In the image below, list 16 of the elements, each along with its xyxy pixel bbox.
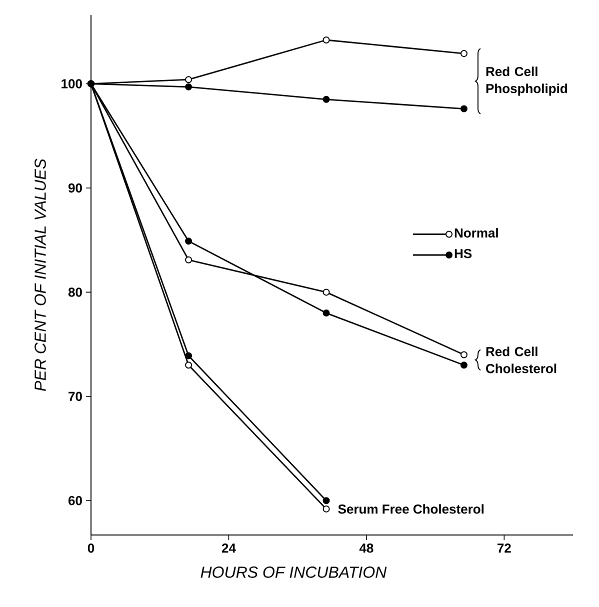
y-tick-label: 60 <box>68 496 82 506</box>
annotation: Red Cell Cholesterol <box>486 346 556 374</box>
annotation: Serum Free Cholesterol <box>338 504 484 514</box>
annotation: Red Cell Phospholipid <box>486 66 568 96</box>
x-tick-label: 24 <box>222 544 236 553</box>
x-tick-label: 72 <box>497 544 511 553</box>
y-tick-label: 90 <box>68 183 82 193</box>
x-axis-title: HOURS OF INCUBATION <box>200 566 387 578</box>
x-tick-label: 48 <box>359 544 374 553</box>
y-tick-label: 100 <box>62 79 82 88</box>
legend-label: HS <box>454 248 472 258</box>
legend-label: Normal <box>454 228 498 238</box>
y-tick-label: 80 <box>68 288 82 297</box>
y-axis-title: PER CENT OF INITIAL VALUES <box>34 158 46 391</box>
x-tick-label: 0 <box>88 544 94 553</box>
y-tick-label: 70 <box>68 392 82 401</box>
